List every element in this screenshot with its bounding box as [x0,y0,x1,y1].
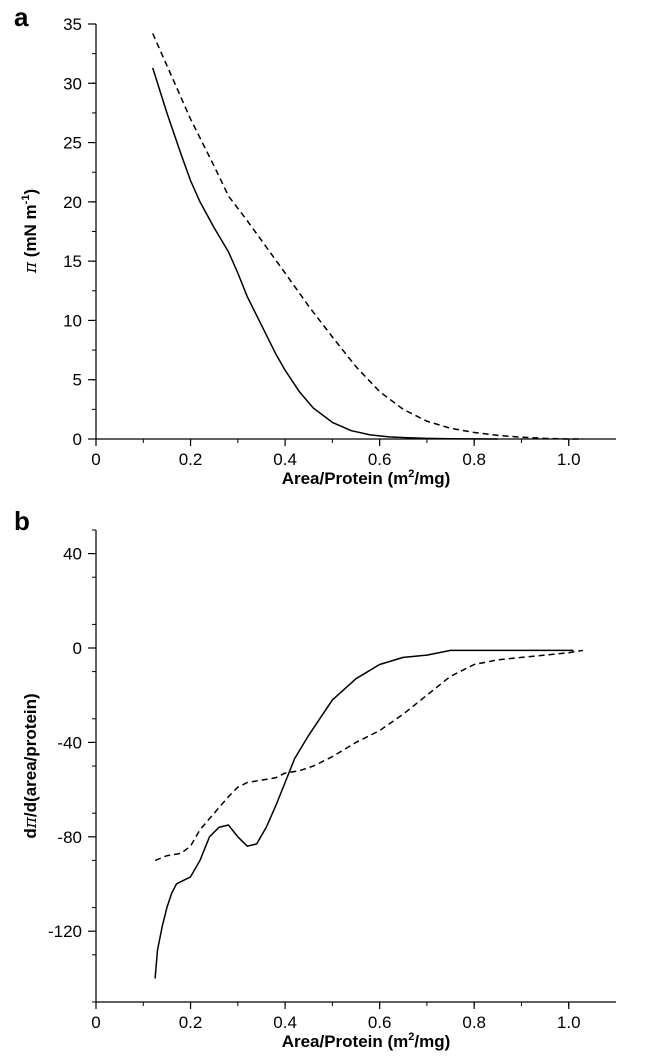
panel-a-y-tick-label: 20 [63,193,82,212]
panel-a-y-tick-label: 30 [63,74,82,93]
panel-a-x-tick-label: 0.2 [179,450,203,469]
panel-a-x-tick-label: 0 [91,450,100,469]
panel-a-x-tick-label: 0.6 [368,450,392,469]
panel-b-y-tick-label: -80 [57,828,82,847]
panel-a-y-tick-label: 35 [63,15,82,34]
panel-b-y-ticks: -120 -80 -40 0 40 [48,529,96,1003]
panel-b-x-tick-label: 0 [91,1013,100,1032]
panel-b-series [154,649,584,979]
panel-b-series-dashed [154,649,584,862]
panel-a-y-axis-title: π (mN m-1) [20,189,41,274]
panel-b-x-tick-label: 0.4 [273,1013,297,1032]
panel-a-y-ticks: 0 5 10 15 20 25 30 35 [63,15,96,449]
panel-a-x-ticks: 0 0.2 0.4 0.6 0.8 1.0 [91,439,581,469]
panel-b-axes [95,530,616,1003]
panel-a-label: a [14,2,29,32]
panel-b-y-tick-label: -40 [57,733,82,752]
panel-a-series-solid [151,67,498,440]
panel-b-y-tick-label: 0 [73,639,82,658]
panel-b-y-tick-label: 40 [63,545,82,564]
panel-b-x-tick-label: 0.6 [368,1013,392,1032]
panel-b-x-tick-label: 0.2 [179,1013,203,1032]
panel-a-chart: a 0 0.2 0.4 0.6 0.8 1.0 0 5 10 15 20 25 30 35 Area/P… [14,2,616,488]
panel-b-y-tick-label: -120 [48,922,82,941]
panel-a-y-tick-label: 10 [63,311,82,330]
panel-a-x-tick-label: 0.4 [273,450,297,469]
panel-a-y-tick-label: 15 [63,252,82,271]
panel-b-y-axis-title: dπ/d(area/protein) [21,693,41,838]
panel-a-x-axis-title: Area/Protein (m2/mg) [282,468,451,488]
panel-b-x-tick-label: 0.8 [462,1013,486,1032]
panel-b-chart: b 0 0.2 0.4 0.6 0.8 1.0 -120 -80 -40 0 40 Area/Pr… [14,506,616,1051]
panel-a-y-tick-label: 0 [73,430,82,449]
panel-a-y-tick-label: 5 [73,371,82,390]
panel-a-series-dashed [152,33,583,440]
panel-b-x-axis-title: Area/Protein (m2/mg) [282,1031,451,1051]
panel-a-axes [95,24,616,440]
panel-b-series-solid [154,649,574,979]
panel-b-label: b [14,506,30,536]
panel-a-x-tick-label: 0.8 [462,450,486,469]
panel-b-x-tick-label: 1.0 [557,1013,581,1032]
panel-a-series [151,33,583,440]
panel-a-y-tick-label: 25 [63,134,82,153]
panel-a-x-tick-label: 1.0 [557,450,581,469]
panel-b-x-ticks: 0 0.2 0.4 0.6 0.8 1.0 [91,1002,581,1032]
